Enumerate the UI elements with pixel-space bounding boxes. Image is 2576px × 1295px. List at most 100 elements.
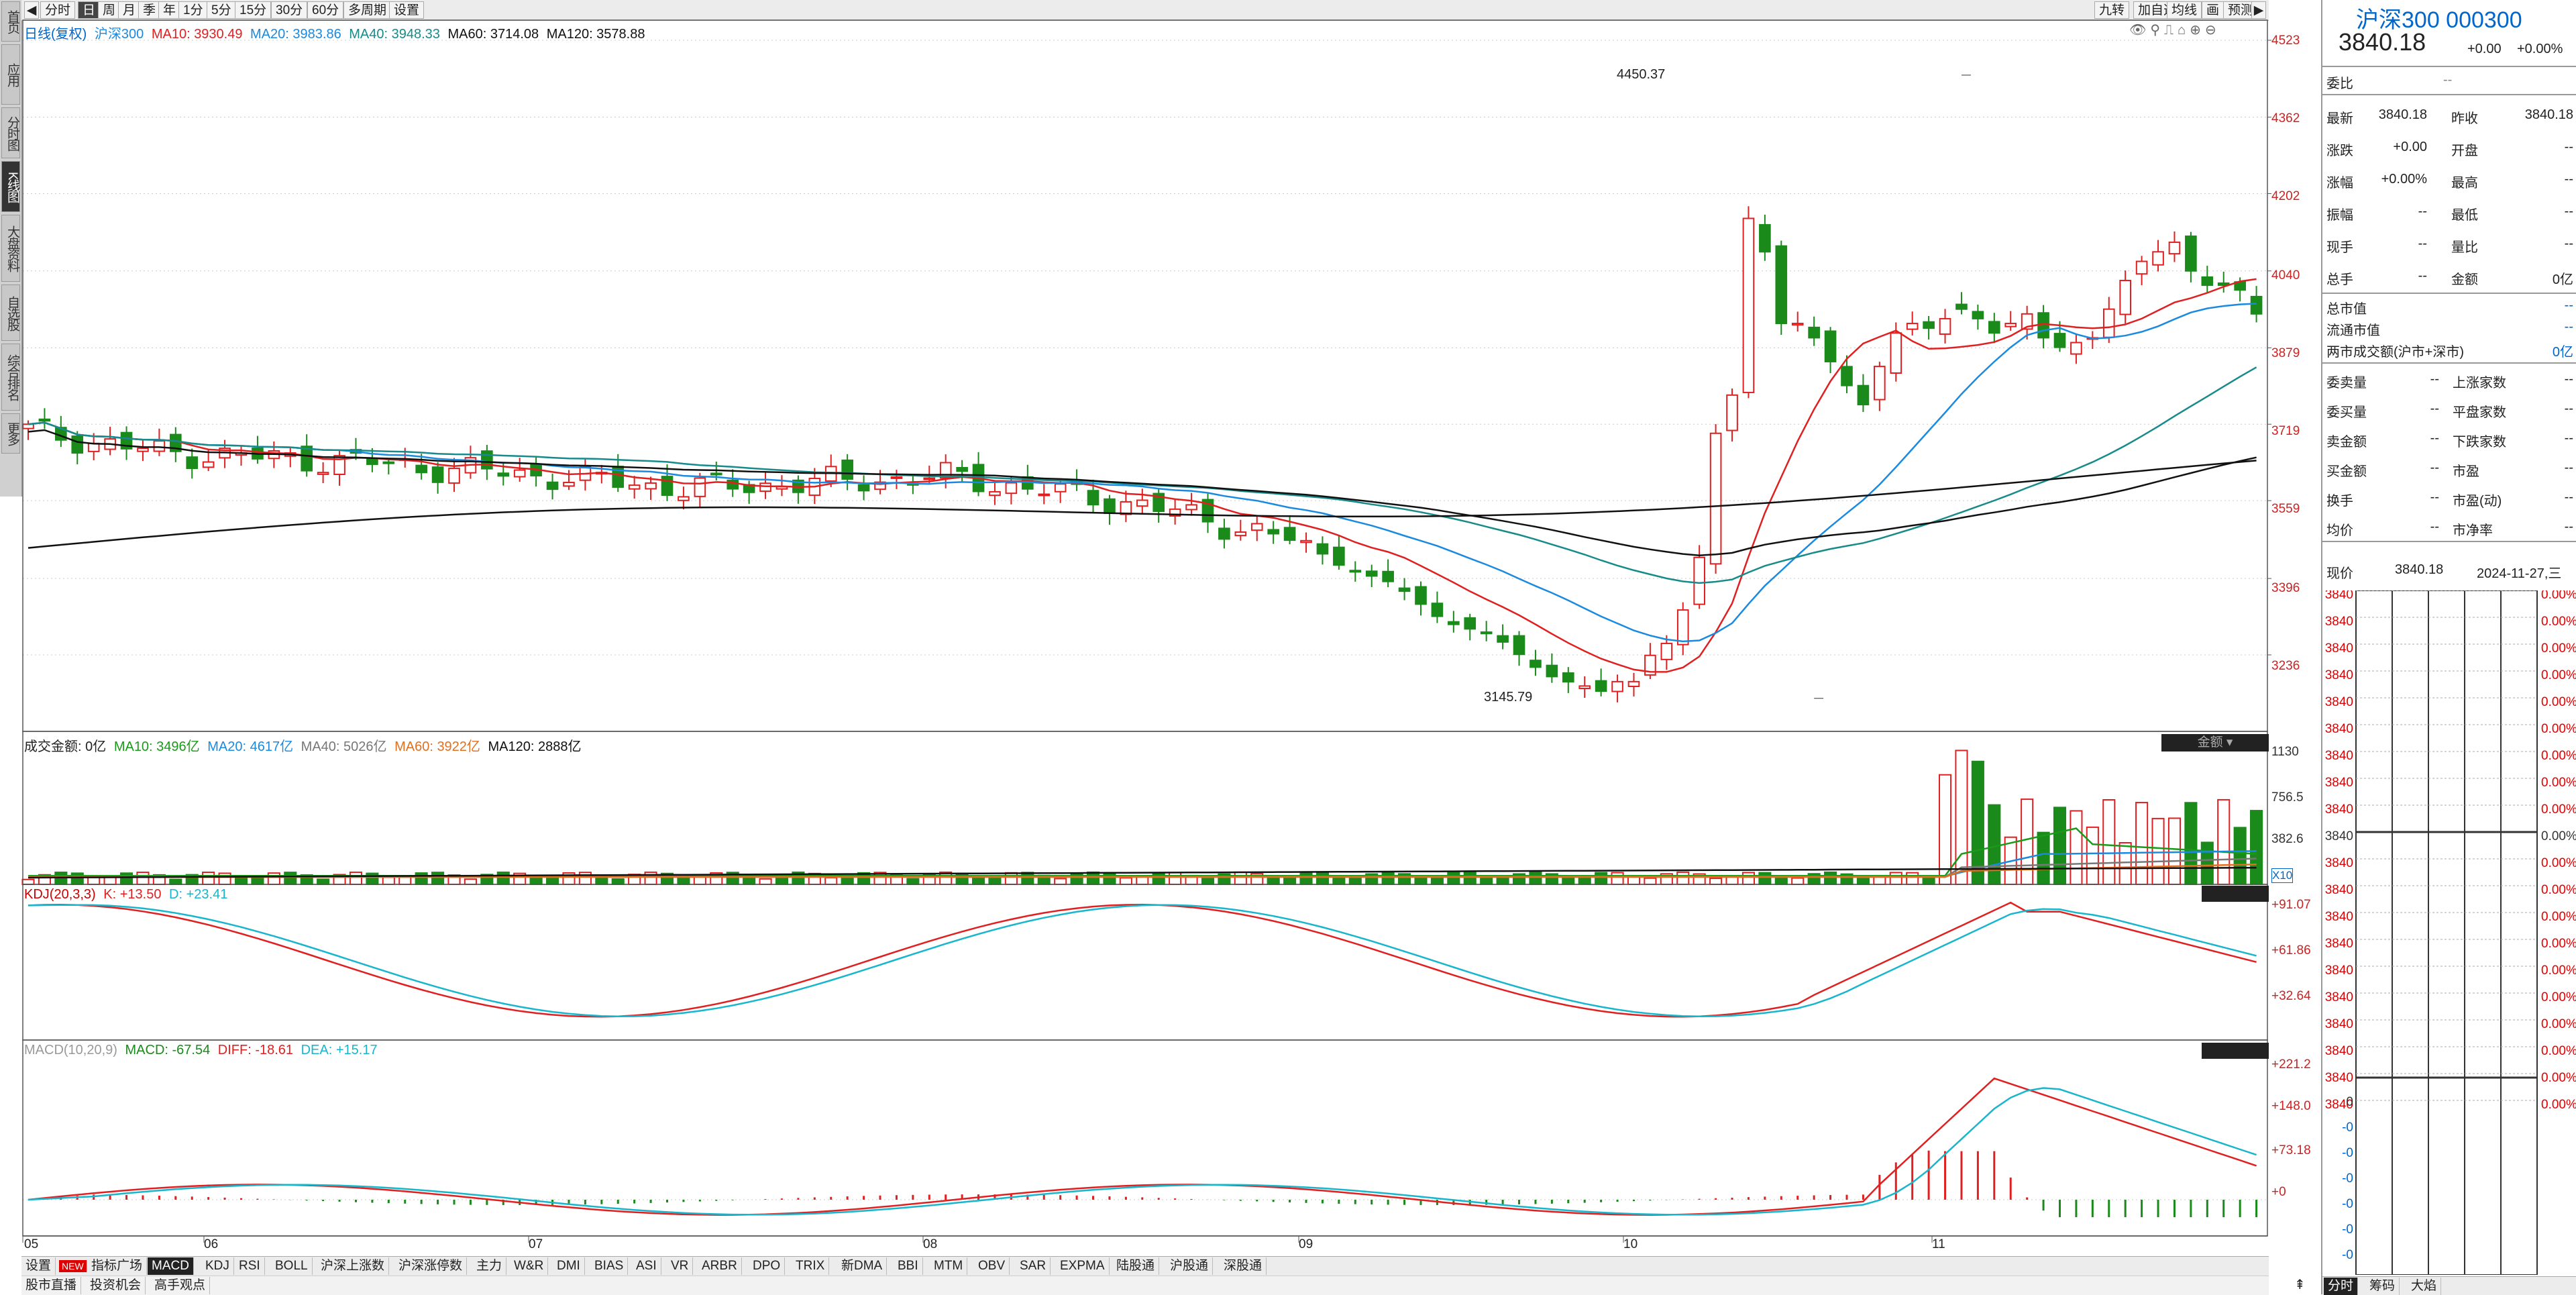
candle-body: [1562, 672, 1574, 683]
quote-row-value: 3840.18: [2524, 107, 2573, 122]
left-nav-kline[interactable]: K线图: [1, 161, 20, 212]
volume-bar: [1021, 872, 1034, 885]
btn-jiuzhuan[interactable]: 九转: [2094, 1, 2130, 19]
tab-hugutong[interactable]: 沪股通: [1166, 1257, 1214, 1275]
quote-row-label: 最低: [2451, 208, 2478, 223]
tab-bias[interactable]: BIAS: [590, 1257, 629, 1275]
left-nav-market-info[interactable]: 大盘资料: [1, 215, 20, 282]
macd-settings-button[interactable]: [2202, 1043, 2269, 1059]
tab-dpo[interactable]: DPO: [749, 1257, 786, 1275]
quote-row-value: --: [2564, 204, 2573, 219]
quote-row-label: 现手: [2326, 240, 2353, 255]
vol-ma60: MA60: 3922亿: [394, 739, 480, 754]
tab-month[interactable]: 月: [118, 1, 141, 19]
tab-new-dma[interactable]: 新DMA: [837, 1257, 888, 1275]
left-nav-more[interactable]: 更多: [1, 413, 20, 454]
candle-body: [301, 446, 313, 472]
tab-season[interactable]: 季: [138, 1, 161, 19]
panel-tab-fenshi[interactable]: 分时: [2324, 1278, 2359, 1295]
link-live[interactable]: 股市直播: [21, 1277, 82, 1294]
mini-timeline-chart[interactable]: 3840 0.00% 3840 0.00% 3840 0.00% 3840 0.00% 3840…: [2322, 590, 2576, 1275]
tab-dmi[interactable]: DMI: [553, 1257, 585, 1275]
tab-limit-up-count[interactable]: 沪深涨停数: [394, 1257, 468, 1275]
volume-amount-dropdown[interactable]: 金额 ▾: [2161, 734, 2269, 752]
tab-1min[interactable]: 1分: [178, 1, 208, 19]
mini-right-label: 0.00%: [2541, 910, 2576, 924]
candle-body: [1120, 501, 1132, 515]
candle-body: [890, 476, 903, 479]
tab-macd[interactable]: MACD: [148, 1257, 194, 1275]
tab-expma[interactable]: EXPMA: [1056, 1257, 1110, 1275]
link-opportunity[interactable]: 投资机会: [86, 1277, 146, 1294]
quote-row-value: --: [2430, 431, 2439, 446]
tab-asi[interactable]: ASI: [632, 1257, 661, 1275]
tab-boll[interactable]: BOLL: [271, 1257, 313, 1275]
toolbar-prev-icon[interactable]: ◀: [24, 1, 39, 19]
left-nav-timeline[interactable]: 分时图: [1, 107, 20, 158]
tab-60min[interactable]: 60分: [307, 1, 344, 19]
tab-multi-period[interactable]: 多周期: [343, 1, 392, 19]
tab-week[interactable]: 周: [98, 1, 121, 19]
tab-kdj[interactable]: KDJ: [201, 1257, 234, 1275]
volume-bar: [1758, 872, 1772, 886]
btn-ma[interactable]: 均线: [2167, 1, 2202, 19]
tab-fenshi[interactable]: 分时: [40, 1, 76, 19]
candle-body: [137, 448, 149, 452]
tab-30min[interactable]: 30分: [271, 1, 308, 19]
tab-obv[interactable]: OBV: [974, 1257, 1010, 1275]
tab-trix[interactable]: TRIX: [792, 1257, 830, 1275]
candle-body: [1627, 680, 1640, 687]
candle-body: [874, 481, 886, 490]
tab-main-force[interactable]: 主力: [472, 1257, 507, 1275]
chart-tool-icons[interactable]: 👁⚲⎍⌂⊕⊖: [2129, 23, 2220, 38]
tab-indicator-settings[interactable]: 设置: [21, 1257, 56, 1275]
tab-5min[interactable]: 5分: [207, 1, 236, 19]
left-nav-watchlist[interactable]: 自选股: [1, 284, 20, 341]
tab-vr[interactable]: VR: [667, 1257, 694, 1275]
tab-bbi[interactable]: BBI: [894, 1257, 923, 1275]
left-nav-ranking[interactable]: 综合排名: [1, 344, 20, 411]
volume-bar: [251, 876, 264, 886]
candle-body: [1431, 603, 1444, 617]
volume-bar: [169, 878, 182, 885]
candle-body: [1398, 587, 1411, 592]
quote-row: 换手 -- 市盈(动) --: [2326, 483, 2573, 513]
tab-15min[interactable]: 15分: [235, 1, 272, 19]
volume-bar: [1086, 871, 1100, 886]
candle-body: [1759, 223, 1771, 253]
panel-tab-chips[interactable]: 筹码: [2365, 1278, 2400, 1295]
price-axis-label: 3719: [2271, 424, 2300, 438]
tab-arbr[interactable]: ARBR: [698, 1257, 742, 1275]
tab-day[interactable]: 日: [78, 1, 101, 19]
left-nav-apps[interactable]: 应用: [1, 44, 20, 105]
chart-area[interactable]: [0, 0, 2281, 1256]
btn-draw[interactable]: 画: [2202, 1, 2224, 19]
mini-vol-label: -0: [2342, 1146, 2353, 1160]
panel-tab-flame[interactable]: 大焰: [2407, 1278, 2442, 1295]
tab-settings[interactable]: 设置: [389, 1, 425, 19]
scroll-top-icon[interactable]: ⇞: [2294, 1278, 2306, 1292]
left-nav-home[interactable]: 首页: [1, 1, 20, 42]
candle-body: [2004, 323, 2017, 327]
volume-bar: [1299, 872, 1313, 886]
tab-shengutong[interactable]: 深股通: [1220, 1257, 1267, 1275]
tab-rsi[interactable]: RSI: [235, 1257, 265, 1275]
volume-bar: [267, 872, 280, 886]
link-experts[interactable]: 高手观点: [150, 1277, 211, 1294]
quote-row-label: 平盘家数: [2453, 405, 2506, 420]
toolbar-next-icon[interactable]: ▶: [2251, 1, 2266, 19]
mini-right-label: 0.00%: [2541, 695, 2576, 709]
tab-wr[interactable]: W&R: [510, 1257, 549, 1275]
kdj-label: KDJ(20,3,3): [24, 887, 96, 902]
candle-body: [661, 476, 674, 497]
tab-mtm[interactable]: MTM: [930, 1257, 968, 1275]
candle-body: [1955, 303, 1968, 310]
tab-year[interactable]: 年: [158, 1, 181, 19]
tab-indicator-square[interactable]: 指标广场: [87, 1257, 148, 1275]
tab-up-count[interactable]: 沪深上涨数: [317, 1257, 390, 1275]
kdj-settings-button[interactable]: [2202, 886, 2269, 902]
candle-body: [727, 479, 739, 490]
annotation-high: 4450.37: [1617, 67, 1666, 82]
tab-sar[interactable]: SAR: [1016, 1257, 1051, 1275]
tab-lugutong[interactable]: 陆股通: [1112, 1257, 1160, 1275]
